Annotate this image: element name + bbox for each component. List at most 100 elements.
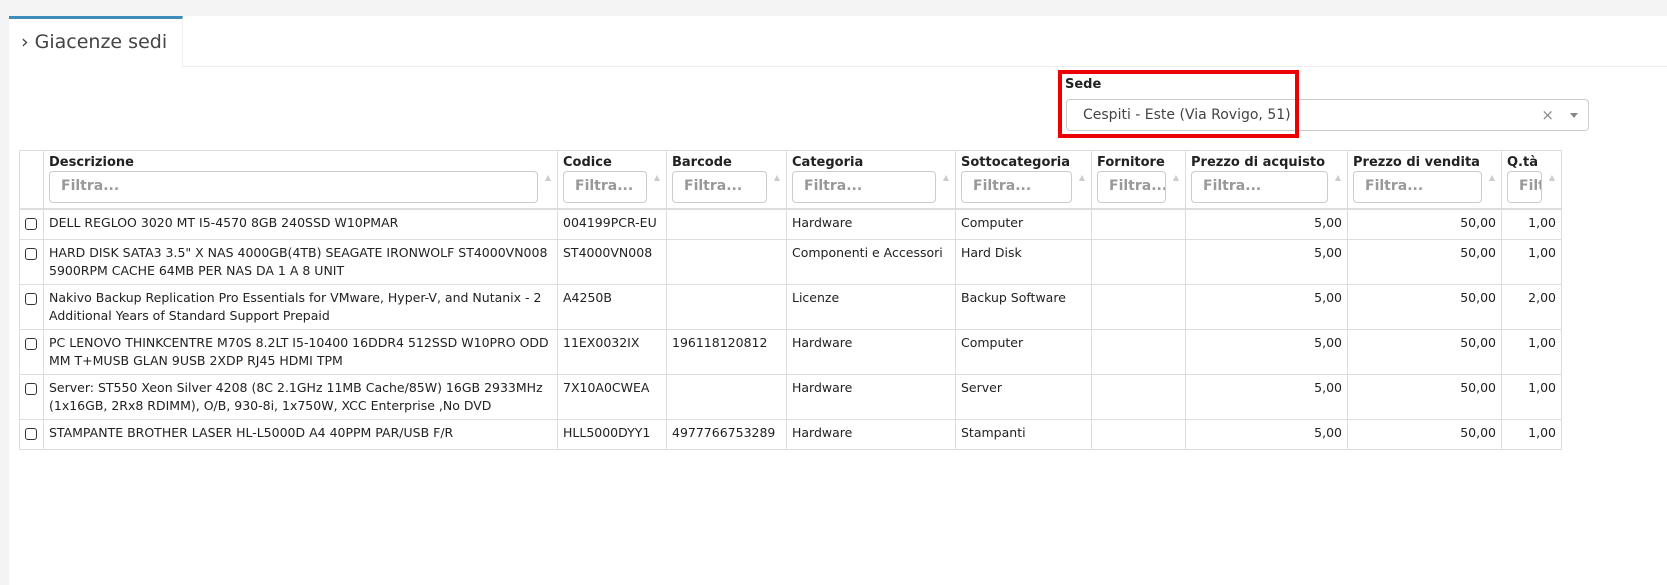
row-checkbox[interactable] xyxy=(25,383,37,395)
table-cell: Computer xyxy=(955,329,1092,375)
table-cell: Hardware xyxy=(786,374,956,420)
stock-table: Descrizione Filtra... ▲ Codice Filtra... ▲ Bar… xyxy=(19,150,1562,450)
column-header[interactable]: Prezzo di acquisto Filtra... ▲ xyxy=(1185,150,1348,210)
table-cell: 50,00 xyxy=(1347,208,1502,240)
column-title: Barcode xyxy=(672,155,732,170)
table-cell xyxy=(1091,284,1186,330)
table-cell xyxy=(666,239,787,285)
filter-input[interactable]: Filtra... xyxy=(49,171,538,203)
filter-input[interactable]: Filtra... xyxy=(1097,171,1166,203)
filter-input[interactable]: Filtra... xyxy=(672,171,767,203)
table-cell: 196118120812 xyxy=(666,329,787,375)
column-header[interactable]: Q.tàFiltra... ▲ xyxy=(1501,150,1562,210)
table-cell: Hardware xyxy=(786,419,956,450)
table-cell: PC LENOVO THINKCENTRE M70S 8.2LT I5-1040… xyxy=(43,329,558,375)
table-cell xyxy=(1091,239,1186,285)
column-title: Sottocategoria xyxy=(961,155,1071,170)
chevron-down-icon[interactable] xyxy=(1570,113,1578,122)
row-checkbox[interactable] xyxy=(25,428,37,440)
column-header[interactable]: Codice Filtra... ▲ xyxy=(557,150,667,210)
sort-icon[interactable]: ▲ xyxy=(773,173,780,182)
row-select-cell xyxy=(19,329,44,375)
column-title: Prezzo di vendita xyxy=(1353,155,1480,170)
row-select-cell xyxy=(19,374,44,420)
table-cell: Server: ST550 Xeon Silver 4208 (8C 2.1GH… xyxy=(43,374,558,420)
table-cell: Hardware xyxy=(786,208,956,240)
sede-select[interactable]: Cespiti - Este (Via Rovigo, 51) × xyxy=(1066,99,1589,131)
table-cell: 5,00 xyxy=(1185,374,1348,420)
table-cell: Nakivo Backup Replication Pro Essentials… xyxy=(43,284,558,330)
clear-icon[interactable]: × xyxy=(1541,106,1554,124)
tab-title: Giacenze sedi xyxy=(34,31,168,53)
table-cell xyxy=(666,374,787,420)
table-cell xyxy=(666,284,787,330)
table-cell: 5,00 xyxy=(1185,239,1348,285)
filter-input[interactable]: Filtra... xyxy=(563,171,647,203)
table-cell xyxy=(1091,419,1186,450)
table-cell: 1,00 xyxy=(1501,329,1562,375)
table-cell: 50,00 xyxy=(1347,284,1502,330)
table-cell xyxy=(666,208,787,240)
table-row[interactable]: PC LENOVO THINKCENTRE M70S 8.2LT I5-1040… xyxy=(19,329,1562,375)
column-header[interactable]: Prezzo di vendita Filtra... ▲ xyxy=(1347,150,1502,210)
table-cell: 004199PCR-EU xyxy=(557,208,667,240)
table-cell: HARD DISK SATA3 3.5" X NAS 4000GB(4TB) S… xyxy=(43,239,558,285)
select-column xyxy=(19,150,44,210)
column-header[interactable]: Fornitore Filtra... ▲ xyxy=(1091,150,1186,210)
table-cell: 50,00 xyxy=(1347,329,1502,375)
table-cell: 50,00 xyxy=(1347,239,1502,285)
sort-icon[interactable]: ▲ xyxy=(1078,173,1085,182)
column-header[interactable]: Descrizione Filtra... ▲ xyxy=(43,150,558,210)
table-cell: Componenti e Accessori xyxy=(786,239,956,285)
row-checkbox[interactable] xyxy=(25,293,37,305)
column-header[interactable]: Categoria Filtra... ▲ xyxy=(786,150,956,210)
table-cell: 50,00 xyxy=(1347,419,1502,450)
table-row[interactable]: HARD DISK SATA3 3.5" X NAS 4000GB(4TB) S… xyxy=(19,239,1562,285)
table-cell: 5,00 xyxy=(1185,284,1348,330)
column-title: Q.tà xyxy=(1507,155,1538,170)
table-cell: 1,00 xyxy=(1501,374,1562,420)
table-row[interactable]: DELL REGLOO 3020 MT I5-4570 8GB 240SSD W… xyxy=(19,208,1562,240)
filter-input[interactable]: Filtra... xyxy=(1507,171,1542,203)
sort-icon[interactable]: ▲ xyxy=(942,173,949,182)
table-cell: 2,00 xyxy=(1501,284,1562,330)
table-cell: Hard Disk xyxy=(955,239,1092,285)
row-select-cell xyxy=(19,208,44,240)
sort-icon[interactable]: ▲ xyxy=(1334,173,1341,182)
table-cell: Hardware xyxy=(786,329,956,375)
filter-input[interactable]: Filtra... xyxy=(961,171,1072,203)
row-checkbox[interactable] xyxy=(25,338,37,350)
table-cell: 5,00 xyxy=(1185,419,1348,450)
sort-icon[interactable]: ▲ xyxy=(544,173,551,182)
table-cell: Stampanti xyxy=(955,419,1092,450)
table-row[interactable]: Server: ST550 Xeon Silver 4208 (8C 2.1GH… xyxy=(19,374,1562,420)
sort-icon[interactable]: ▲ xyxy=(653,173,660,182)
table-cell: 11EX0032IX xyxy=(557,329,667,375)
table-cell: HLL5000DYY1 xyxy=(557,419,667,450)
sort-icon[interactable]: ▲ xyxy=(1488,173,1495,182)
row-checkbox[interactable] xyxy=(25,248,37,260)
table-cell: Server xyxy=(955,374,1092,420)
table-cell: Licenze xyxy=(786,284,956,330)
divider xyxy=(183,66,1667,67)
table-row[interactable]: STAMPANTE BROTHER LASER HL-L5000D A4 40P… xyxy=(19,419,1562,450)
column-header[interactable]: Barcode Filtra... ▲ xyxy=(666,150,787,210)
tab-giacenze-sedi[interactable]: › Giacenze sedi xyxy=(9,16,183,67)
table-cell: 1,00 xyxy=(1501,208,1562,240)
row-checkbox[interactable] xyxy=(25,218,37,230)
table-cell xyxy=(1091,208,1186,240)
table-cell: 5,00 xyxy=(1185,329,1348,375)
column-title: Descrizione xyxy=(49,155,134,170)
row-select-cell xyxy=(19,239,44,285)
table-cell: Backup Software xyxy=(955,284,1092,330)
sort-icon[interactable]: ▲ xyxy=(1172,173,1179,182)
column-title: Categoria xyxy=(792,155,864,170)
row-select-cell xyxy=(19,284,44,330)
filter-input[interactable]: Filtra... xyxy=(1353,171,1482,203)
sort-icon[interactable]: ▲ xyxy=(1548,173,1555,182)
filter-input[interactable]: Filtra... xyxy=(792,171,936,203)
filter-input[interactable]: Filtra... xyxy=(1191,171,1328,203)
table-cell xyxy=(1091,374,1186,420)
table-row[interactable]: Nakivo Backup Replication Pro Essentials… xyxy=(19,284,1562,330)
column-header[interactable]: Sottocategoria Filtra... ▲ xyxy=(955,150,1092,210)
